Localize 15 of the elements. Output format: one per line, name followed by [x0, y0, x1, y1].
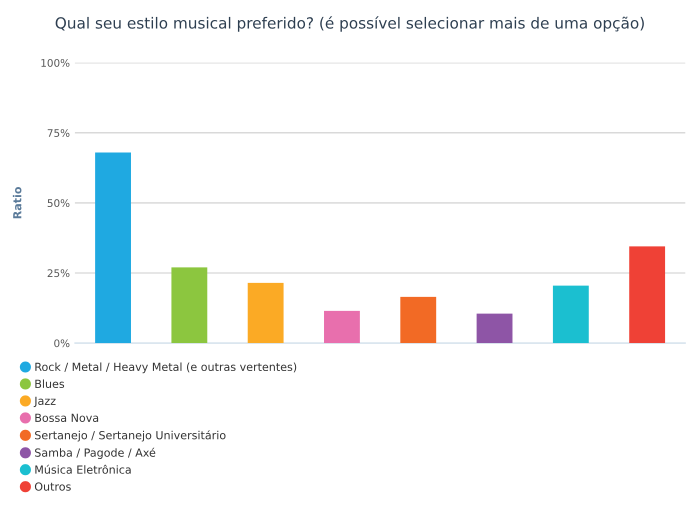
chart-title: Qual seu estilo musical preferido? (é possível selecionar mais de uma opção)	[56, 16, 644, 32]
y-tick-label: 50%	[48, 199, 70, 208]
legend-label: Rock / Metal / Heavy Metal (e outras vertentes)	[35, 362, 296, 374]
y-axis-title: Ratio	[12, 187, 22, 218]
legend-label: Outros	[34, 482, 71, 491]
y-tick-label: 25%	[48, 269, 70, 278]
y-tick-label: 100%	[41, 58, 70, 67]
y-tick-label: 75%	[48, 129, 70, 137]
legend-label: Jazz	[34, 396, 56, 408]
legend-label: Música Eletrônica	[35, 464, 131, 474]
legend-label: Sertanejo / Sertanejo Universitário	[35, 430, 226, 442]
legend-label: Blues	[35, 379, 64, 388]
legend-label: Bossa Nova	[35, 414, 98, 422]
y-tick-label: 0%	[54, 339, 70, 348]
legend-label: Samba / Pagode / Axé	[35, 448, 156, 459]
